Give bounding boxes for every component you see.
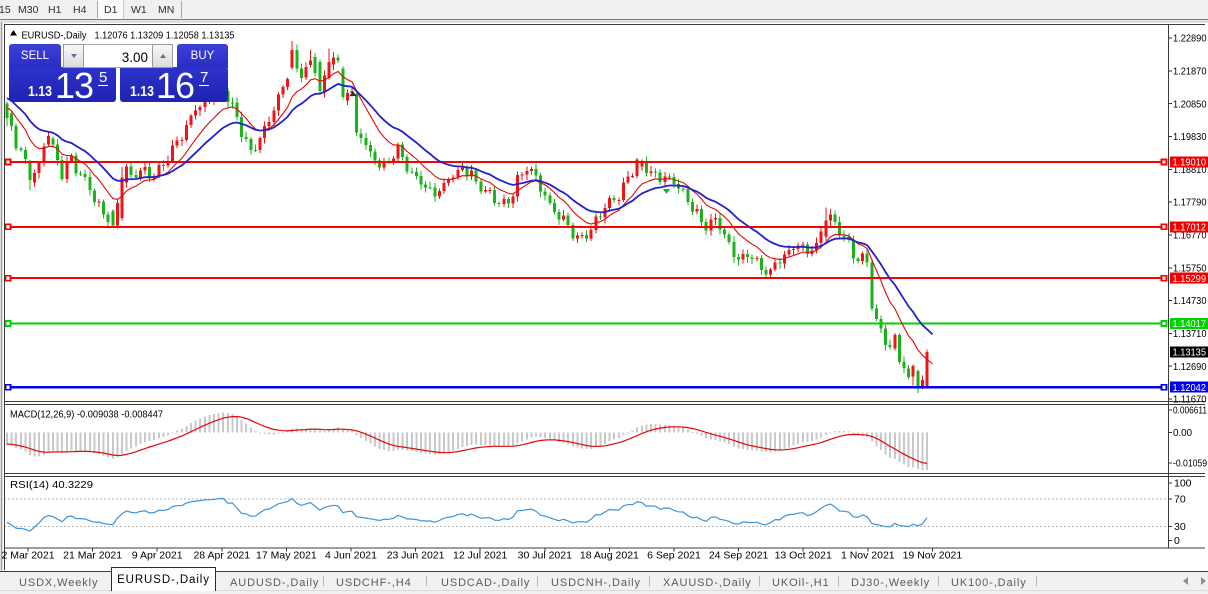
svg-text:28 Apr 2021: 28 Apr 2021 [193, 550, 250, 562]
svg-text:1.12690: 1.12690 [1173, 361, 1207, 373]
svg-text:100: 100 [1174, 478, 1192, 490]
svg-text:12 Jul 2021: 12 Jul 2021 [453, 550, 507, 562]
svg-text:21 Mar 2021: 21 Mar 2021 [63, 550, 122, 562]
svg-text:70: 70 [1174, 493, 1186, 505]
svg-text:0.00: 0.00 [1173, 427, 1192, 439]
svg-text:1.17012: 1.17012 [1173, 221, 1207, 233]
svg-text:RSI(14) 40.3229: RSI(14) 40.3229 [10, 479, 93, 491]
svg-text:1.20850: 1.20850 [1173, 98, 1207, 110]
svg-text:30: 30 [1174, 521, 1186, 533]
svg-text:1.15299: 1.15299 [1173, 273, 1207, 285]
svg-text:MACD(12,26,9) -0.009038 -0.008: MACD(12,26,9) -0.009038 -0.008447 [10, 409, 163, 421]
svg-text:0.006611: 0.006611 [1173, 405, 1207, 417]
svg-text:2 Mar 2021: 2 Mar 2021 [1, 550, 54, 562]
svg-text:9 Apr 2021: 9 Apr 2021 [132, 550, 183, 562]
svg-text:1.13710: 1.13710 [1173, 328, 1207, 340]
svg-text:1.19010: 1.19010 [1173, 157, 1207, 169]
svg-text:1.14730: 1.14730 [1173, 295, 1207, 307]
svg-text:1.21870: 1.21870 [1173, 66, 1207, 78]
svg-text:24 Sep 2021: 24 Sep 2021 [709, 550, 769, 562]
svg-text:1.12076 1.13209 1.12058 1.1313: 1.12076 1.13209 1.12058 1.13135 [95, 30, 235, 42]
svg-text:18 Aug 2021: 18 Aug 2021 [580, 550, 639, 562]
svg-text:1.16770: 1.16770 [1173, 230, 1207, 242]
svg-text:1.13135: 1.13135 [1173, 347, 1207, 359]
svg-text:30 Jul 2021: 30 Jul 2021 [518, 550, 572, 562]
svg-text:1.19830: 1.19830 [1173, 131, 1207, 143]
svg-text:1.22890: 1.22890 [1173, 33, 1207, 45]
svg-text:1.14017: 1.14017 [1173, 318, 1207, 330]
svg-text:1.11670: 1.11670 [1173, 394, 1207, 406]
svg-text:23 Jun 2021: 23 Jun 2021 [387, 550, 445, 562]
svg-text:1 Nov 2021: 1 Nov 2021 [841, 550, 895, 562]
svg-text:19 Nov 2021: 19 Nov 2021 [903, 550, 963, 562]
svg-text:-0.01059: -0.01059 [1173, 458, 1207, 470]
svg-text:17 May 2021: 17 May 2021 [256, 550, 317, 562]
svg-text:13 Oct 2021: 13 Oct 2021 [775, 550, 832, 562]
svg-text:0: 0 [1174, 535, 1180, 547]
svg-text:1.12042: 1.12042 [1173, 382, 1207, 394]
svg-text:6 Sep 2021: 6 Sep 2021 [647, 550, 701, 562]
svg-text:1.17790: 1.17790 [1173, 197, 1207, 209]
svg-text:4 Jun 2021: 4 Jun 2021 [325, 550, 377, 562]
svg-text:1.15750: 1.15750 [1173, 262, 1207, 274]
svg-text:EURUSD-,Daily: EURUSD-,Daily [22, 30, 88, 42]
